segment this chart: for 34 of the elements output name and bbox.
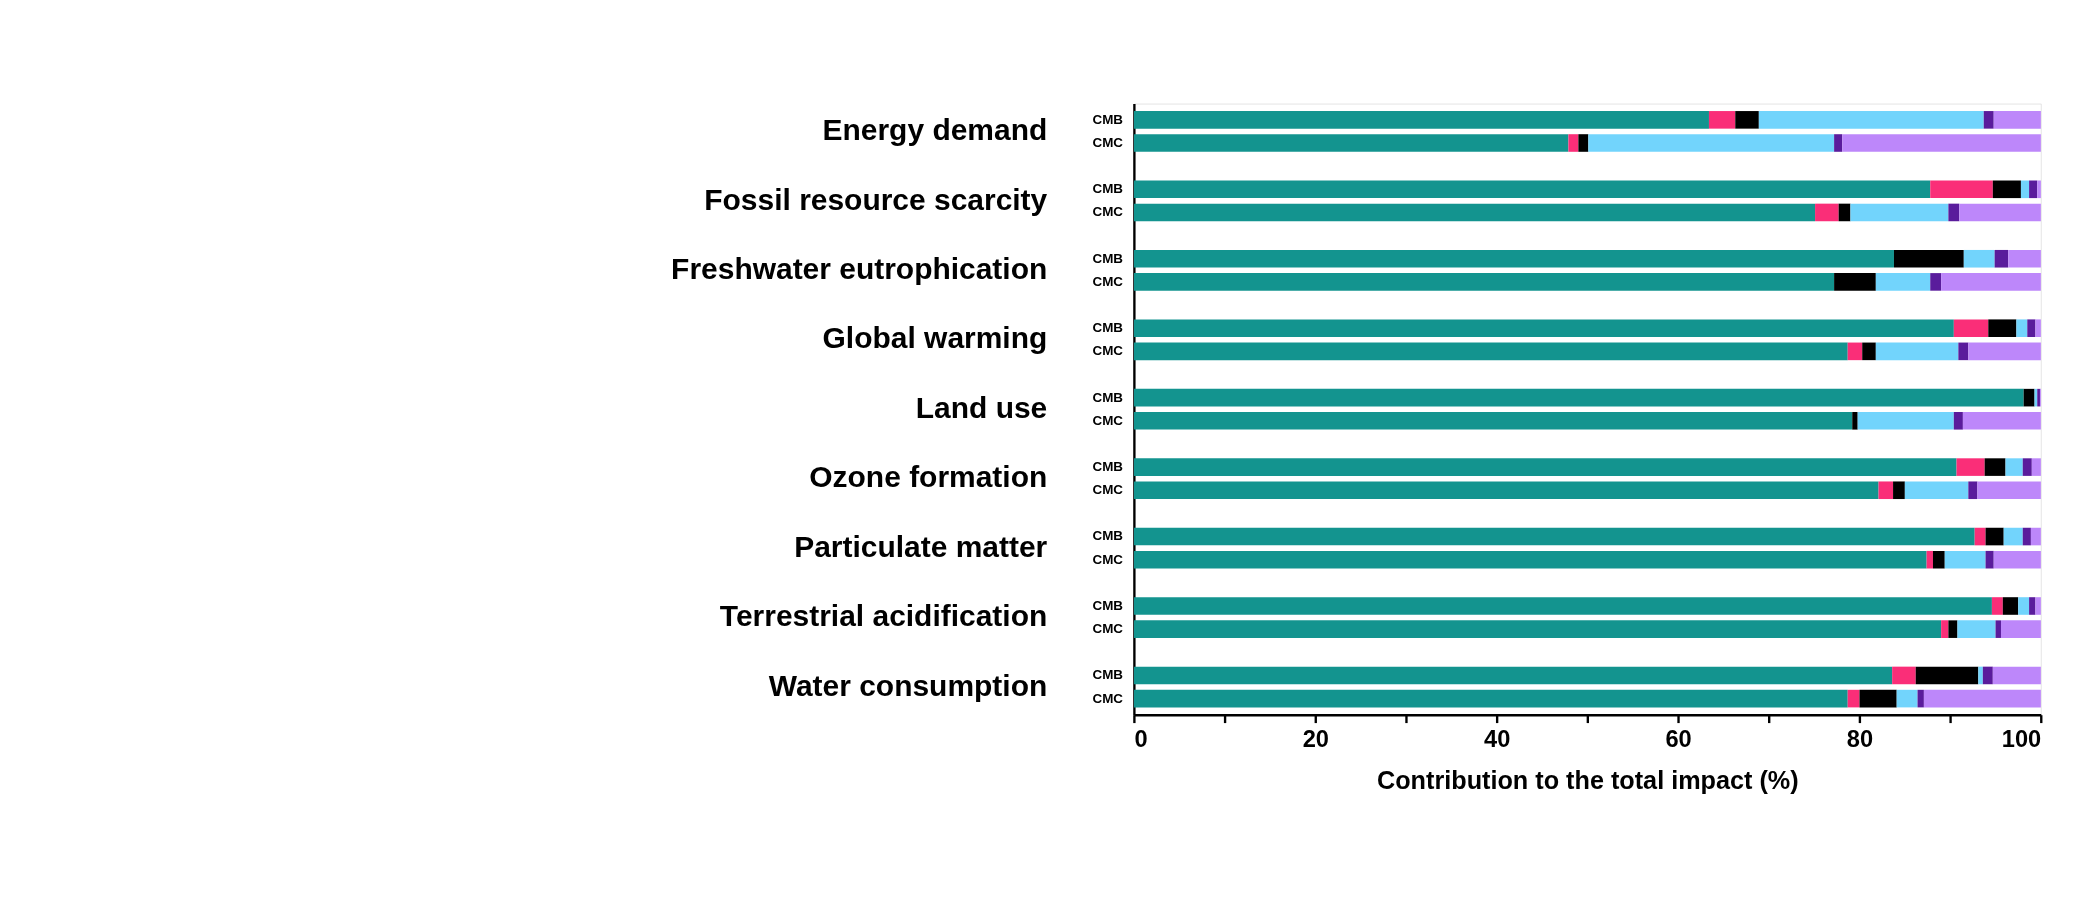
x-tick-label: 40: [1484, 725, 1511, 752]
text: Water consumption: [768, 668, 1048, 702]
y-tick-label: CMB: [1092, 111, 1124, 127]
y-tick-label: CMB: [1092, 459, 1124, 475]
x-tick-label: 100: [2001, 725, 2042, 752]
text: Terrestrial acidification: [719, 599, 1048, 633]
text: Land use: [915, 390, 1048, 424]
y-tick-label: CMB: [1092, 528, 1124, 544]
text: Freshwater eutrophication: [671, 252, 1048, 285]
x-tick-label: 20: [1302, 725, 1329, 752]
y-tick-label: CMB: [1092, 181, 1124, 197]
y-tick-label: CMC: [1092, 134, 1124, 150]
y-tick-label: CMC: [1092, 273, 1124, 289]
y-tick-label: CMB: [1092, 250, 1124, 266]
x-axis-title: Contribution to the total impact (%): [1377, 765, 1799, 794]
y-tick-label: CMC: [1092, 343, 1124, 359]
text: Particulate matter: [794, 529, 1048, 563]
text: Ozone formation: [809, 460, 1048, 494]
y-tick-label: CMC: [1092, 204, 1124, 220]
y-tick-label: CMB: [1092, 320, 1124, 336]
y-tick-label: CMB: [1092, 389, 1124, 405]
y-tick-label: CMC: [1092, 551, 1124, 567]
y-tick-label: CMC: [1092, 690, 1124, 706]
y-tick-label: CMC: [1092, 412, 1124, 428]
y-tick-label: CMB: [1092, 597, 1124, 613]
text: Fossil resource scarcity: [704, 182, 1048, 216]
y-tick-label: CMB: [1092, 667, 1124, 683]
y-tick-label: CMC: [1092, 482, 1124, 498]
x-tick-label: 0: [1134, 725, 1148, 752]
y-tick-label: CMC: [1092, 621, 1124, 637]
text: Global warming: [822, 321, 1048, 355]
text: Energy demand: [822, 113, 1048, 147]
x-tick-label: 60: [1665, 725, 1692, 752]
x-tick-label: 80: [1846, 725, 1874, 752]
